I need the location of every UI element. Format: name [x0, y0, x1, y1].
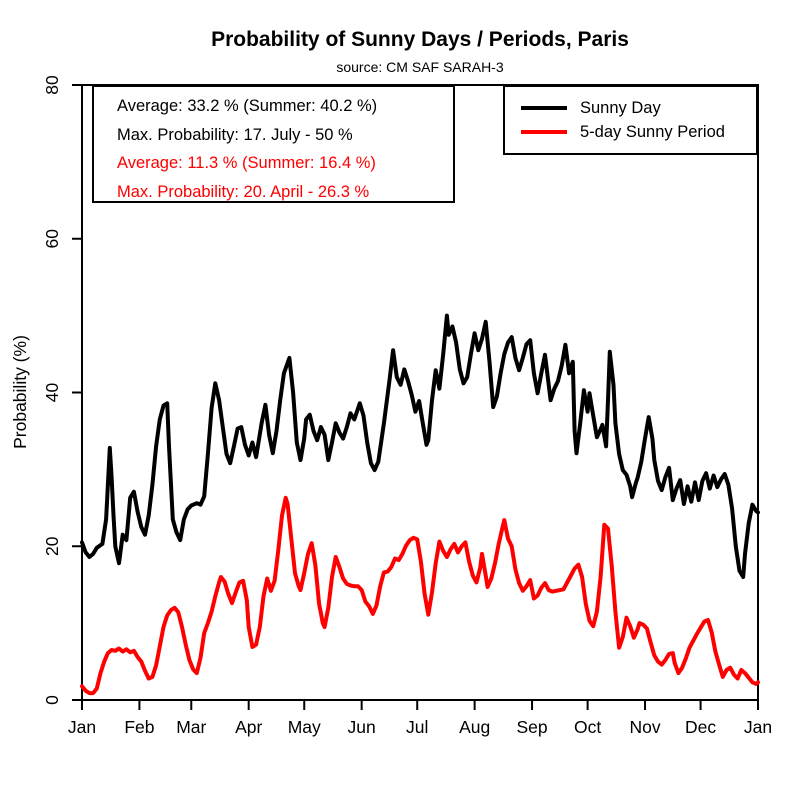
x-tick-label-jul: Jul [406, 717, 428, 737]
legend-item-sunny-period: 5-day Sunny Period [505, 120, 756, 144]
legend-line-sample-black [521, 106, 567, 110]
x-tick-label-dec: Dec [685, 717, 716, 737]
y-axis-title: Probability (%) [10, 335, 30, 449]
legend-item-sunny-day: Sunny Day [505, 96, 756, 120]
axis-ticks [72, 84, 759, 710]
y-tick-label-0: 0 [42, 695, 62, 705]
sunny-period-line [80, 495, 760, 696]
axis-tick-labels: Jan Feb Mar Apr May Jun Jul Aug Sep Oct Nov Dec Jan 0… [42, 75, 772, 737]
x-tick-label-jun: Jun [348, 717, 376, 737]
x-tick-label-apr: Apr [235, 717, 262, 737]
stats-line-max-sunny-period: Max. Probability: 20. April - 26.3 % [117, 182, 370, 201]
x-tick-label-sep: Sep [516, 717, 547, 737]
stats-line-max-sunny-day: Max. Probability: 17. July - 50 % [117, 125, 353, 144]
x-tick-label-aug: Aug [459, 717, 490, 737]
y-tick-label-20: 20 [42, 536, 62, 556]
y-tick-label-80: 80 [42, 75, 62, 95]
chart-subtitle: source: CM SAF SARAH-3 [336, 59, 504, 75]
stats-annotation-box: Average: 33.2 % (Summer: 40.2 %) Max. Pr… [92, 85, 455, 203]
x-tick-label-oct: Oct [574, 717, 601, 737]
chart-title: Probability of Sunny Days / Periods, Par… [211, 28, 629, 51]
x-tick-label-may: May [288, 717, 321, 737]
stats-line-avg-sunny-period: Average: 11.3 % (Summer: 16.4 %) [117, 154, 376, 172]
sunny-day-line [80, 313, 760, 579]
y-tick-label-40: 40 [42, 383, 62, 403]
legend-line-sample-red [521, 130, 567, 134]
x-tick-label-feb: Feb [124, 717, 154, 737]
x-tick-label-nov: Nov [629, 717, 660, 737]
y-tick-label-60: 60 [42, 229, 62, 249]
x-tick-label-mar: Mar [176, 717, 206, 737]
x-tick-label-jan: Jan [744, 717, 772, 737]
legend-label-sunny-period: 5-day Sunny Period [580, 122, 725, 141]
legend: Sunny Day 5-day Sunny Period [503, 85, 758, 155]
x-tick-label-jan: Jan [68, 717, 96, 737]
stats-line-avg-sunny-day: Average: 33.2 % (Summer: 40.2 %) [117, 97, 378, 115]
legend-label-sunny-day: Sunny Day [580, 98, 661, 117]
